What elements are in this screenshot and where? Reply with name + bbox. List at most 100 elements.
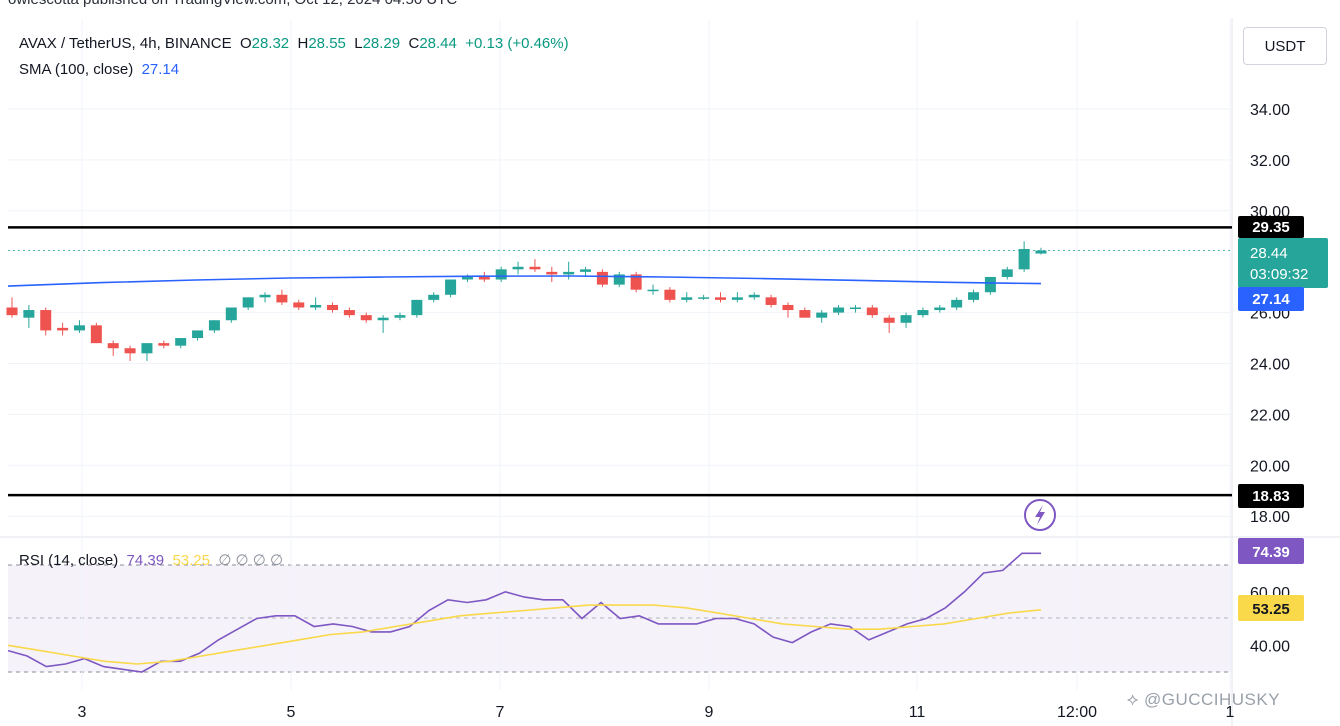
candle (731, 297, 743, 300)
rsi-extra-values: ∅ ∅ ∅ ∅ (218, 552, 284, 569)
sma-line (7, 275, 1042, 287)
candle (360, 315, 372, 321)
candle (765, 297, 777, 305)
candle (327, 304, 339, 311)
candle (90, 325, 102, 344)
candle (900, 315, 912, 323)
rsi-value: 74.39 (126, 552, 165, 569)
time-tick-label: 1 (1226, 704, 1235, 721)
candle (698, 297, 710, 299)
candle (917, 310, 929, 316)
low-value: 28.29 (362, 35, 401, 52)
time-tick-label: 3 (78, 704, 87, 721)
sma-legend[interactable]: SMA (100, close) 27.14 (19, 61, 179, 78)
sma-price-label: 27.14 (1238, 287, 1304, 311)
candle (208, 320, 220, 331)
publish-line: owlescotta published on TradingView.com,… (8, 0, 457, 8)
rsi-ma-value: 53.25 (172, 552, 210, 569)
candles (6, 241, 1047, 361)
candle (748, 294, 760, 298)
candle (563, 271, 575, 275)
candle (546, 271, 558, 275)
last-price-label: 28.44 03:09:32 (1238, 238, 1328, 288)
svg-text:18.83: 18.83 (1252, 488, 1290, 505)
candle (681, 297, 693, 300)
svg-text:53.25: 53.25 (1252, 601, 1290, 618)
svg-text:29.35: 29.35 (1252, 219, 1290, 236)
candle (1001, 269, 1013, 277)
currency-button[interactable]: USDT (1243, 27, 1327, 65)
candle (816, 312, 828, 318)
candle (478, 276, 490, 280)
candle (377, 317, 389, 321)
candle (107, 343, 119, 349)
candle (968, 292, 980, 300)
candle (40, 310, 52, 331)
time-tick-label: 7 (496, 704, 505, 721)
rsi-ma-line (7, 604, 1042, 665)
grid (8, 20, 1232, 690)
candle (175, 338, 187, 346)
candle (242, 297, 254, 308)
svg-text:74.39: 74.39 (1252, 544, 1290, 561)
candle (445, 279, 457, 295)
lightning-icon[interactable] (1024, 499, 1056, 531)
open-label: O (239, 35, 252, 52)
candle (833, 307, 845, 313)
sma-value: 27.14 (141, 61, 180, 78)
candle (951, 299, 963, 308)
time-axis: 3 5 7 9 11 12:00 1 (78, 704, 1235, 721)
candle (411, 299, 423, 316)
watermark-text: @GUCCIHUSKY (1143, 690, 1281, 709)
time-tick-label: 12:00 (1057, 704, 1097, 721)
price-tick-label: 32.00 (1250, 153, 1290, 170)
high-value: 28.55 (308, 35, 346, 52)
change-value: +0.13 (+0.46%) (465, 35, 569, 52)
candle (23, 310, 35, 318)
candle (580, 269, 592, 272)
svg-text:27.14: 27.14 (1252, 291, 1290, 308)
candle (343, 310, 355, 316)
svg-text:28.44: 28.44 (1250, 245, 1288, 262)
candle (192, 330, 204, 339)
candle (124, 348, 136, 354)
candle (225, 307, 237, 321)
candle (613, 274, 625, 285)
candle (782, 304, 794, 311)
open-value: 28.32 (251, 35, 290, 52)
candle (276, 294, 288, 303)
time-tick-label: 5 (287, 704, 296, 721)
candle (259, 294, 271, 298)
candle (428, 294, 440, 300)
candle (57, 327, 69, 331)
candle (141, 343, 153, 354)
price-tick-label: 24.00 (1250, 357, 1290, 374)
support-label: 18.83 (1238, 484, 1304, 508)
time-tick-label: 9 (705, 704, 714, 721)
candle (714, 297, 726, 300)
rsi-line (7, 552, 1041, 673)
time-tick-label: 11 (909, 704, 926, 721)
rsi-ma-value-label: 53.25 (1238, 595, 1304, 621)
candle (1018, 248, 1030, 270)
rsi-legend[interactable]: RSI (14, close) 74.39 53.25 ∅ ∅ ∅ ∅ (19, 551, 283, 569)
candle (293, 302, 305, 308)
price-tick-label: 34.00 (1250, 102, 1290, 119)
low-label: L (354, 35, 363, 52)
candle (630, 274, 642, 290)
candle (596, 271, 608, 285)
svg-text:03:09:32: 03:09:32 (1250, 266, 1308, 283)
candle (6, 307, 18, 316)
sma-label: SMA (100, close) (19, 61, 134, 78)
symbol-name[interactable]: AVAX / TetherUS, 4h, BINANCE (19, 35, 232, 52)
rsi-value-label: 74.39 (1238, 538, 1304, 564)
candle (461, 276, 473, 280)
resistance-label: 29.35 (1238, 216, 1304, 238)
candle (512, 266, 524, 270)
candle (984, 276, 996, 293)
rsi-label: RSI (14, close) (19, 552, 119, 569)
candle (647, 289, 659, 292)
price-tick-label: 22.00 (1250, 407, 1290, 424)
